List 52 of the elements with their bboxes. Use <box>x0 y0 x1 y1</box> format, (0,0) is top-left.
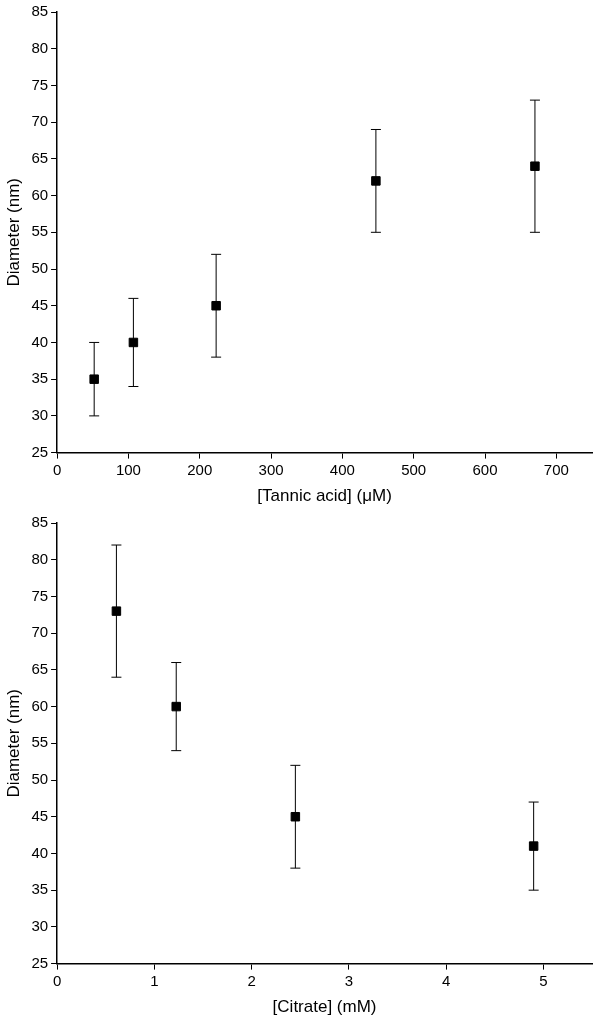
y-tick-label: 85 <box>31 513 49 531</box>
x-tick-label: 200 <box>187 460 213 478</box>
y-tick-label: 85 <box>31 2 49 20</box>
y-tick-label: 35 <box>31 880 49 898</box>
point <box>528 841 539 851</box>
y-tick-label: 60 <box>31 696 49 714</box>
x-tick-label: 1 <box>150 971 159 989</box>
y-tick-label: 55 <box>31 222 49 240</box>
y-tick-label: 70 <box>31 112 49 130</box>
y-tick-label: 65 <box>31 149 49 167</box>
y-tick-label: 25 <box>31 953 49 971</box>
y-tick-label: 40 <box>31 332 49 350</box>
y-tick-label: 80 <box>31 549 49 567</box>
y-axis-title: Diameter (nm) <box>3 688 23 798</box>
y-tick-label: 30 <box>31 406 49 424</box>
point <box>171 701 181 712</box>
y-tick-label: 55 <box>31 733 49 751</box>
x-tick-label: 0 <box>52 460 62 478</box>
point <box>211 300 221 311</box>
y-tick-label: 60 <box>31 185 49 203</box>
x-axis-title: [Citrate] (mM) <box>272 997 377 1017</box>
y-tick-label: 30 <box>31 917 49 935</box>
point <box>371 176 381 186</box>
y-tick-label: 70 <box>31 623 49 641</box>
x-tick-label: 300 <box>258 460 284 478</box>
x-tick-label: 2 <box>247 971 256 989</box>
y-tick-label: 45 <box>31 295 49 313</box>
x-tick-label: 500 <box>401 460 427 478</box>
y-tick-label: 35 <box>31 369 49 387</box>
x-tick-label: 400 <box>329 460 355 478</box>
y-tick-label: 25 <box>31 442 49 460</box>
point <box>111 606 122 616</box>
point <box>290 811 301 822</box>
x-tick-label: 4 <box>441 971 451 989</box>
point <box>89 374 99 384</box>
x-tick-label: 100 <box>115 460 141 478</box>
y-tick-label: 45 <box>31 806 49 824</box>
y-tick-label: 65 <box>31 660 49 678</box>
x-tick-label: 700 <box>543 460 569 478</box>
x-axis-title: [Tannic acid] (μM) <box>257 486 392 506</box>
y-tick-label: 75 <box>31 75 49 93</box>
y-tick-label: 50 <box>31 770 49 788</box>
x-tick-label: 0 <box>52 971 62 989</box>
y-tick-label: 40 <box>31 843 49 861</box>
y-axis-title: Diameter (nm) <box>3 177 23 287</box>
x-tick-label: 3 <box>344 971 354 989</box>
y-tick-label: 75 <box>31 586 49 604</box>
point <box>530 161 540 171</box>
y-tick-label: 80 <box>31 38 49 56</box>
y-tick-label: 50 <box>31 259 49 277</box>
x-tick-label: 5 <box>539 971 548 989</box>
x-tick-label: 600 <box>472 460 498 478</box>
